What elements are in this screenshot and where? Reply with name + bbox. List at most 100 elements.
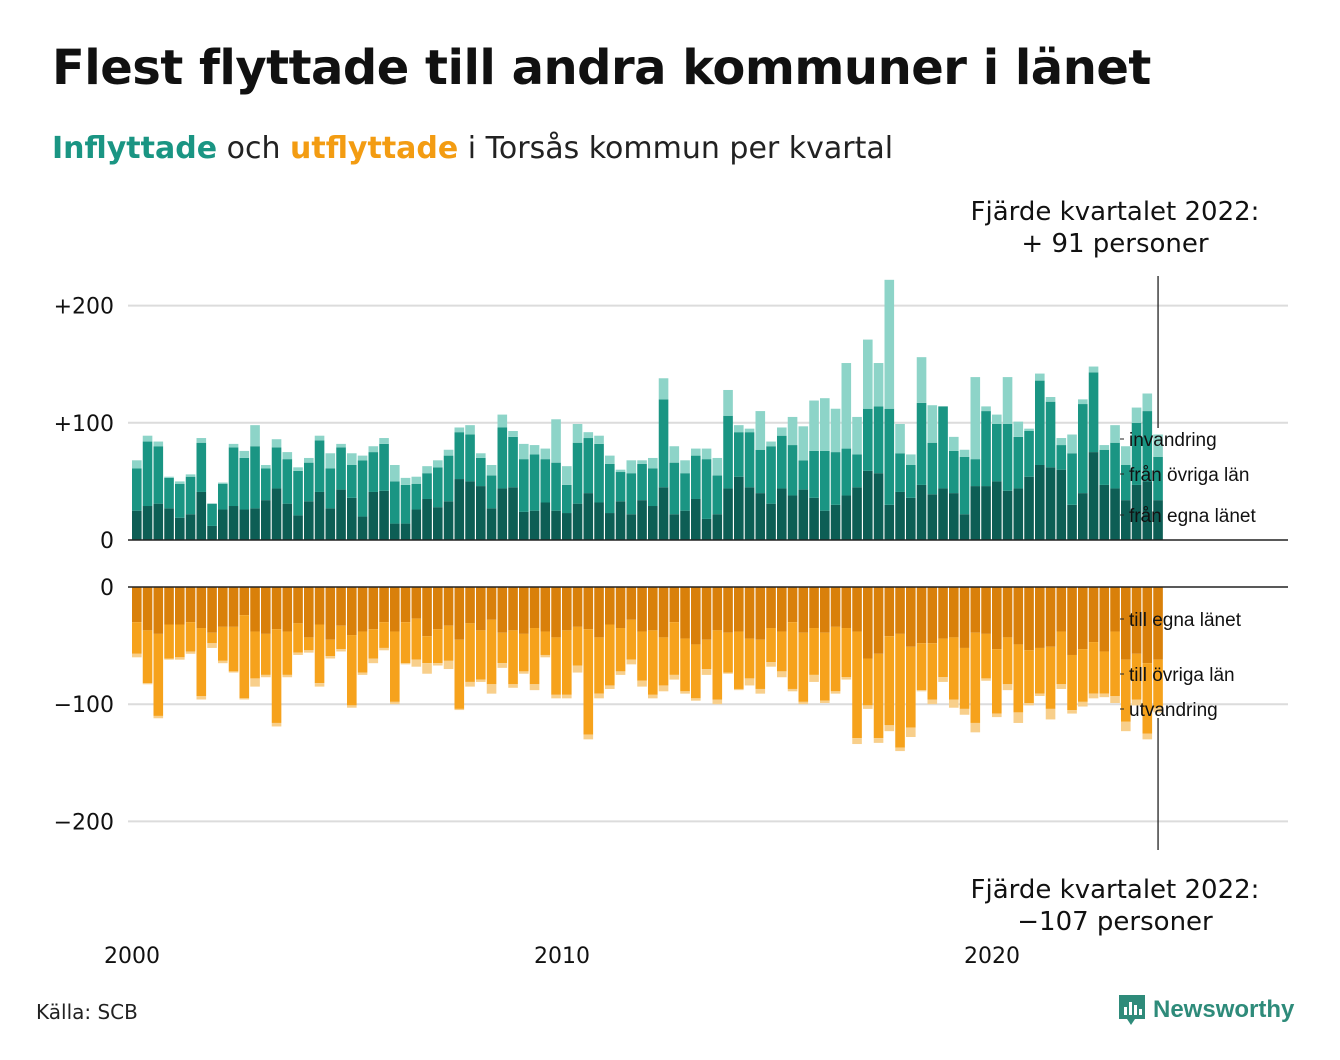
bar-out-egna — [239, 587, 250, 616]
bar-in-invandring — [239, 450, 250, 458]
bar-in-invandring — [626, 460, 637, 474]
bar-in-ovriga — [336, 447, 346, 490]
bar-out-egna — [615, 587, 626, 629]
bar-in-egna — [938, 488, 948, 540]
bar-in-ovriga — [325, 468, 336, 509]
bar-out-ovriga — [465, 623, 475, 682]
bar-out-egna — [228, 587, 239, 627]
bar-in-egna — [841, 495, 852, 540]
bar-out-utvandring — [228, 671, 239, 673]
bar-in-ovriga — [841, 448, 852, 496]
x-tick-label: 2020 — [964, 944, 1020, 969]
bar-out-utvandring — [916, 690, 927, 692]
bar-in-egna — [830, 504, 841, 540]
bar-in-egna — [981, 486, 991, 540]
bar-in-ovriga — [1035, 380, 1045, 465]
bar-out-ovriga — [605, 624, 615, 686]
bar-out-egna — [368, 587, 379, 630]
bar-in-ovriga — [1013, 436, 1024, 489]
bar-in-egna — [1131, 484, 1142, 540]
bar-in-invandring — [1035, 373, 1045, 381]
bar-in-egna — [293, 515, 303, 540]
bar-out-egna — [648, 587, 658, 631]
bar-in-egna — [443, 501, 454, 540]
bar-out-ovriga — [207, 632, 217, 644]
chart-subtitle: Inflyttade och utflyttade i Torsås kommu… — [52, 131, 893, 166]
bar-in-invandring — [218, 482, 228, 484]
bar-out-ovriga — [368, 629, 379, 659]
bar-out-ovriga — [551, 637, 561, 695]
bar-out-egna — [1099, 587, 1110, 652]
bar-in-egna — [1121, 500, 1131, 540]
bar-in-ovriga — [443, 455, 454, 502]
bar-in-egna — [1142, 481, 1153, 540]
bar-in-ovriga — [304, 462, 314, 502]
bar-in-egna — [1056, 469, 1067, 540]
bar-out-utvandring — [368, 658, 379, 664]
bar-out-egna — [293, 587, 303, 624]
bar-out-utvandring — [583, 734, 594, 740]
bar-in-invandring — [734, 425, 744, 433]
bar-out-utvandring — [734, 688, 744, 691]
bar-out-utvandring — [336, 649, 346, 652]
bar-out-utvandring — [852, 738, 862, 745]
bar-in-invandring — [1056, 438, 1067, 446]
bar-in-ovriga — [626, 473, 637, 515]
bar-in-egna — [680, 510, 690, 540]
bar-out-utvandring — [787, 688, 798, 692]
bar-in-ovriga — [658, 399, 669, 488]
bar-out-egna — [744, 587, 755, 639]
bar-in-ovriga — [153, 446, 164, 504]
bar-out-ovriga — [196, 628, 207, 696]
bar-out-egna — [777, 587, 787, 632]
bar-out-egna — [1067, 587, 1077, 655]
bar-in-ovriga — [669, 462, 680, 515]
bar-in-ovriga — [529, 454, 540, 511]
bar-out-egna — [142, 587, 153, 631]
bar-in-ovriga — [551, 462, 561, 511]
y-tick-label: −100 — [54, 693, 114, 718]
bar-out-utvandring — [938, 677, 948, 682]
bar-out-egna — [1131, 587, 1142, 654]
bar-in-invandring — [271, 439, 282, 448]
bar-in-invandring — [379, 438, 389, 444]
bar-out-egna — [680, 587, 690, 639]
bar-in-egna — [433, 507, 443, 540]
bar-in-invandring — [777, 427, 787, 436]
bar-in-invandring — [336, 443, 346, 448]
bar-out-ovriga — [153, 633, 164, 716]
bar-in-egna — [992, 481, 1002, 540]
bar-in-egna — [239, 509, 250, 540]
bar-in-ovriga — [1088, 372, 1099, 453]
bar-in-egna — [927, 494, 938, 540]
bar-in-invandring — [959, 449, 970, 457]
bar-in-ovriga — [400, 484, 411, 524]
bar-in-invandring — [1153, 434, 1163, 457]
bar-in-egna — [142, 506, 153, 540]
bar-in-ovriga — [497, 427, 508, 489]
bar-in-ovriga — [572, 442, 583, 504]
bar-out-ovriga — [841, 628, 852, 678]
bar-in-invandring — [820, 398, 830, 451]
bar-out-egna — [798, 587, 809, 633]
bar-in-invandring — [830, 408, 841, 453]
bar-out-ovriga — [583, 629, 594, 735]
bar-out-utvandring — [519, 671, 529, 674]
bar-out-utvandring — [1035, 693, 1045, 696]
bar-in-egna — [336, 489, 346, 540]
brand-name: Newsworthy — [1153, 996, 1295, 1023]
bar-out-utvandring — [454, 708, 465, 711]
bar-out-utvandring — [798, 701, 809, 705]
chart-title: Flest flyttade till andra kommuner i län… — [52, 40, 1151, 96]
bar-in-egna — [196, 491, 207, 540]
bar-out-egna — [314, 587, 325, 625]
bar-out-utvandring — [755, 688, 766, 694]
bar-in-ovriga — [852, 454, 862, 488]
bar-out-egna — [959, 587, 970, 648]
bar-out-utvandring — [766, 662, 776, 667]
annotation-bottom: Fjärde kvartalet 2022: −107 personer — [960, 874, 1270, 938]
bar-out-utvandring — [540, 654, 551, 658]
bar-out-egna — [562, 587, 572, 631]
bar-out-utvandring — [959, 708, 970, 715]
bar-in-ovriga — [261, 468, 271, 501]
